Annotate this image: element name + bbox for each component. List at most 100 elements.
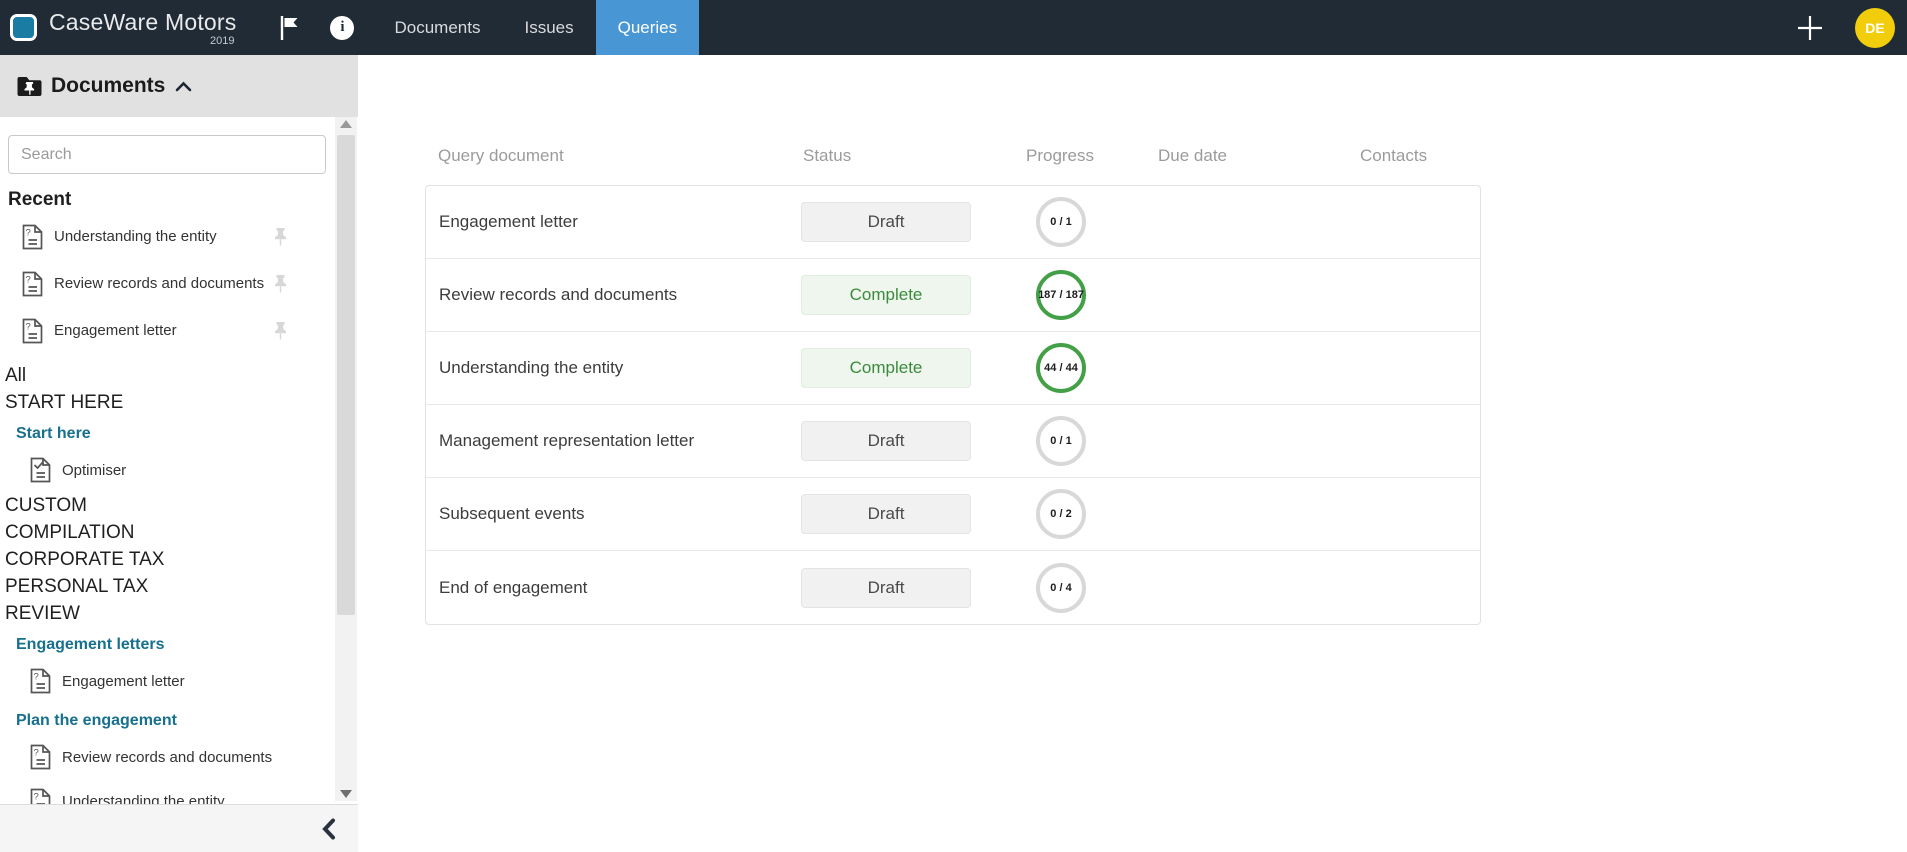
sidebar-item-review[interactable]: REVIEW [5,603,80,624]
queries-table: Query document Status Progress Due date … [425,127,1481,625]
sidebar-link-plan-the-engagement[interactable]: Plan the engagement [16,712,177,729]
table-row-subsequent-events[interactable]: Subsequent events Draft 0 / 2 [426,478,1480,551]
sidebar-item-review-records-and-documents[interactable]: ? Review records and documents [0,735,334,779]
table-row-engagement-letter[interactable]: Engagement letter Draft 0 / 1 [426,186,1480,259]
query-document-icon: ? [22,318,43,344]
sidebar-item-start-here-group[interactable]: START HERE [5,392,124,413]
pin-icon[interactable] [273,321,288,341]
contacts-cell [1336,514,1480,515]
query-document-cell[interactable]: Review records and documents [439,285,678,304]
query-document-cell[interactable]: Understanding the entity [439,358,624,377]
nav-item-documents[interactable]: Documents [394,17,481,37]
query-document-cell[interactable]: Subsequent events [439,504,585,523]
column-header-contacts[interactable]: Contacts [1360,146,1428,165]
sidebar-link-start-here[interactable]: Start here [16,425,91,442]
contacts-cell [1336,295,1480,296]
queries-main-panel: Query document Status Progress Due date … [358,55,1907,852]
progress-ring: 0 / 4 [1036,562,1086,613]
status-badge: Draft [801,494,971,534]
contacts-cell [1336,222,1480,223]
table-row-management-representation-letter[interactable]: Management representation letter Draft 0… [426,405,1480,478]
chevron-up-icon [175,81,192,92]
due-date-cell [1136,368,1336,369]
sidebar-item-engagement-letter[interactable]: ? Engagement letter [0,659,334,703]
primary-nav: Documents Issues Queries [372,0,700,55]
table-row-end-of-engagement[interactable]: End of engagement Draft 0 / 4 [426,551,1480,624]
column-header-due-date[interactable]: Due date [1158,146,1227,165]
query-document-cell[interactable]: End of engagement [439,577,588,597]
progress-ring: 0 / 1 [1036,416,1086,466]
query-document-icon: ? [22,271,43,297]
search-input[interactable] [8,135,326,174]
query-document-cell[interactable]: Management representation letter [439,431,695,450]
scrollbar-thumb[interactable] [337,135,355,615]
column-header-query-document[interactable]: Query document [438,146,564,165]
sidebar-footer [0,804,358,852]
sidebar-item-optimiser[interactable]: Optimiser [0,448,334,492]
table-body: Engagement letter Draft 0 / 1 Review rec… [425,185,1481,625]
flag-icon[interactable] [278,14,300,42]
sidebar-item-all[interactable]: All [5,365,27,386]
progress-ring: 0 / 2 [1036,489,1086,539]
nav-item-queries[interactable]: Queries [595,0,700,55]
recent-section-title: Recent [8,189,72,210]
due-date-cell [1136,587,1336,588]
info-icon[interactable]: i [330,15,355,40]
sidebar-item-compilation[interactable]: COMPILATION [5,522,135,543]
user-avatar[interactable]: DE [1855,7,1895,48]
documents-sidebar: Documents Recent ? Unders [0,55,358,852]
sidebar-item-label: Review records and documents [62,748,273,766]
sidebar-link-engagement-letters[interactable]: Engagement letters [16,636,165,653]
sidebar-content: Recent ? Understanding the entity [0,117,334,804]
contacts-cell [1336,368,1480,369]
progress-ring: 44 / 44 [1036,343,1086,393]
table-row-review-records-and-documents[interactable]: Review records and documents Complete 18… [426,259,1480,332]
collapse-sidebar-icon[interactable] [321,818,336,840]
sidebar-item-understanding-the-entity[interactable]: ? Understanding the entity [0,779,334,804]
pin-icon[interactable] [273,274,288,294]
table-header-row: Query document Status Progress Due date … [425,127,1481,185]
topnav-spacer [699,0,1795,55]
column-header-status[interactable]: Status [803,146,852,165]
sidebar-header-documents[interactable]: Documents [0,55,358,117]
top-navbar: CaseWare Motors 2019 i Documents Issues … [0,0,1907,55]
sidebar-item-label: Engagement letter [62,672,185,690]
svg-text:?: ? [26,321,31,332]
status-badge: Draft [801,421,971,461]
nav-item-issues[interactable]: Issues [524,17,574,37]
column-header-progress[interactable]: Progress [1025,146,1095,165]
brand: CaseWare Motors 2019 [49,0,236,55]
sidebar-item-label: Optimiser [62,461,127,479]
scroll-down-icon[interactable] [340,790,352,798]
pin-icon[interactable] [273,227,288,247]
sidebar-item-personal-tax[interactable]: PERSONAL TAX [5,576,149,597]
info-glyph: i [340,19,345,35]
sidebar-item-custom[interactable]: CUSTOM [5,495,87,516]
query-document-cell[interactable]: Engagement letter [439,212,578,231]
query-document-icon: ? [30,788,51,804]
svg-text:?: ? [34,748,39,759]
add-icon[interactable] [1795,13,1825,43]
svg-text:?: ? [34,672,39,683]
status-badge: Complete [801,348,971,388]
svg-text:?: ? [34,792,39,803]
recent-item-label: Understanding the entity [54,228,217,245]
progress-ring: 187 / 187 [1036,270,1086,320]
recent-item-label: Review records and documents [54,275,265,292]
query-document-icon: ? [30,668,51,694]
sidebar-scrollbar[interactable] [335,117,357,801]
scroll-up-icon[interactable] [340,120,352,128]
recent-item-review-records-and-documents[interactable]: ? Review records and documents [0,260,334,307]
recent-item-understanding-the-entity[interactable]: ? Understanding the entity [0,213,334,260]
recent-item-engagement-letter[interactable]: ? Engagement letter [0,307,334,354]
sidebar-title: Documents [51,74,166,97]
contacts-cell [1336,587,1480,588]
sidebar-item-corporate-tax[interactable]: CORPORATE TAX [5,549,165,570]
app-logo[interactable] [10,14,37,41]
recent-item-label: Engagement letter [54,322,177,339]
query-document-icon: ? [30,744,51,770]
table-row-understanding-the-entity[interactable]: Understanding the entity Complete 44 / 4… [426,332,1480,405]
svg-text:?: ? [26,274,31,285]
folder-pin-icon [16,75,43,98]
brand-title: CaseWare Motors [49,8,237,35]
